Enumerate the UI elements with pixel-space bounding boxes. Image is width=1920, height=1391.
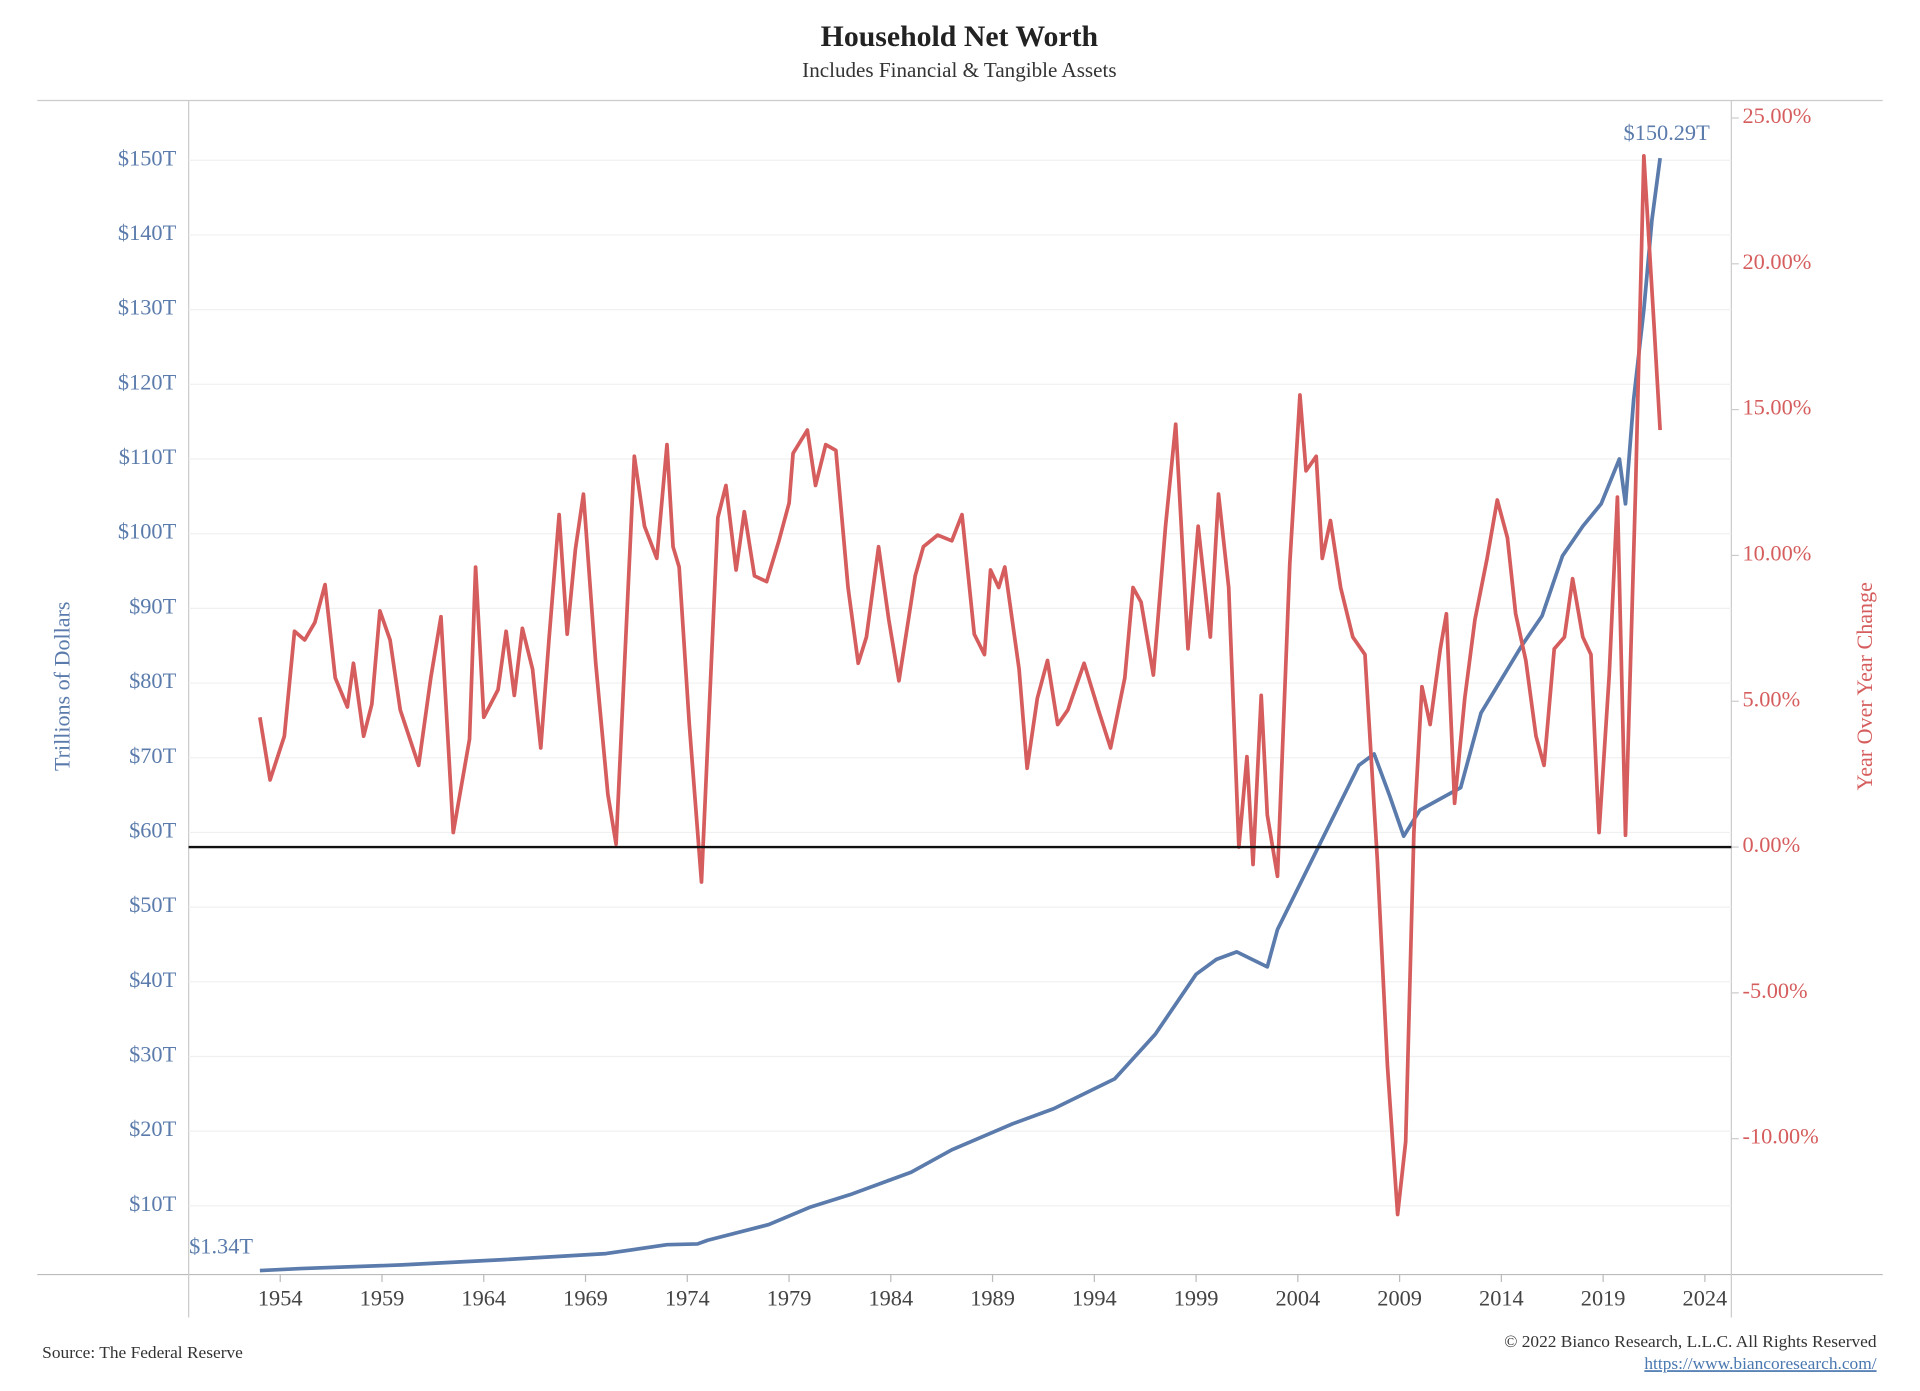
y-tick-label: $100T bbox=[118, 519, 177, 544]
x-tick-label: 1974 bbox=[665, 1285, 710, 1310]
y-tick-label: $130T bbox=[118, 295, 177, 320]
x-tick-label: 1989 bbox=[970, 1285, 1015, 1310]
chart-title: Household Net Worth bbox=[821, 21, 1099, 53]
series-line bbox=[259, 157, 1662, 1273]
x-tick-label: 1994 bbox=[1072, 1285, 1117, 1310]
value-label: $1.34T bbox=[189, 1234, 253, 1259]
x-tick-label: 1979 bbox=[767, 1285, 812, 1310]
y-tick-label: $110T bbox=[119, 444, 177, 469]
x-tick-label: 2009 bbox=[1377, 1285, 1422, 1310]
x-tick-label: 2019 bbox=[1581, 1285, 1626, 1310]
url[interactable]: https://www.biancoresearch.com/ bbox=[1644, 1354, 1876, 1373]
y-tick-label: $150T bbox=[118, 145, 177, 170]
y-tick-label: $140T bbox=[118, 220, 177, 245]
y2-tick-label: 5.00% bbox=[1743, 686, 1801, 711]
y-axis-title: Trillions of Dollars bbox=[50, 602, 75, 771]
x-tick-label: 1999 bbox=[1174, 1285, 1219, 1310]
y2-tick-label: 25.00% bbox=[1743, 103, 1812, 128]
y2-tick-label: -5.00% bbox=[1743, 978, 1808, 1003]
value-label: $150.29T bbox=[1624, 120, 1711, 145]
y2-tick-label: 15.00% bbox=[1743, 395, 1812, 420]
x-tick-label: 1984 bbox=[868, 1285, 913, 1310]
series-line bbox=[258, 154, 1662, 1217]
y2-tick-label: 20.00% bbox=[1743, 249, 1812, 274]
x-tick-label: 2004 bbox=[1276, 1285, 1321, 1310]
y2-tick-label: 10.00% bbox=[1743, 541, 1812, 566]
chart-subtitle: Includes Financial & Tangible Assets bbox=[802, 58, 1116, 82]
y-tick-label: $20T bbox=[129, 1116, 177, 1141]
y-tick-label: $50T bbox=[129, 892, 177, 917]
y2-tick-label: 0.00% bbox=[1743, 832, 1801, 857]
x-tick-label: 1959 bbox=[360, 1285, 405, 1310]
y-tick-label: $120T bbox=[118, 369, 177, 394]
y-tick-label: $70T bbox=[129, 743, 177, 768]
y-tick-label: $90T bbox=[129, 594, 177, 619]
y-tick-label: $40T bbox=[129, 967, 177, 992]
y2-tick-label: -10.00% bbox=[1743, 1124, 1819, 1149]
y-tick-label: $60T bbox=[129, 818, 177, 843]
x-tick-label: 1969 bbox=[563, 1285, 608, 1310]
y-tick-label: $10T bbox=[129, 1191, 177, 1216]
x-tick-label: 1964 bbox=[461, 1285, 506, 1310]
x-tick-label: 1954 bbox=[258, 1285, 303, 1310]
y-tick-label: $30T bbox=[129, 1042, 177, 1067]
copyright: © 2022 Bianco Research, L.L.C. All Right… bbox=[1504, 1332, 1877, 1351]
x-tick-label: 2024 bbox=[1683, 1285, 1728, 1310]
y2-axis-title: Year Over Year Change bbox=[1852, 582, 1877, 791]
source: Source: The Federal Reserve bbox=[42, 1343, 243, 1362]
y-tick-label: $80T bbox=[129, 668, 177, 693]
x-tick-label: 2014 bbox=[1479, 1285, 1524, 1310]
